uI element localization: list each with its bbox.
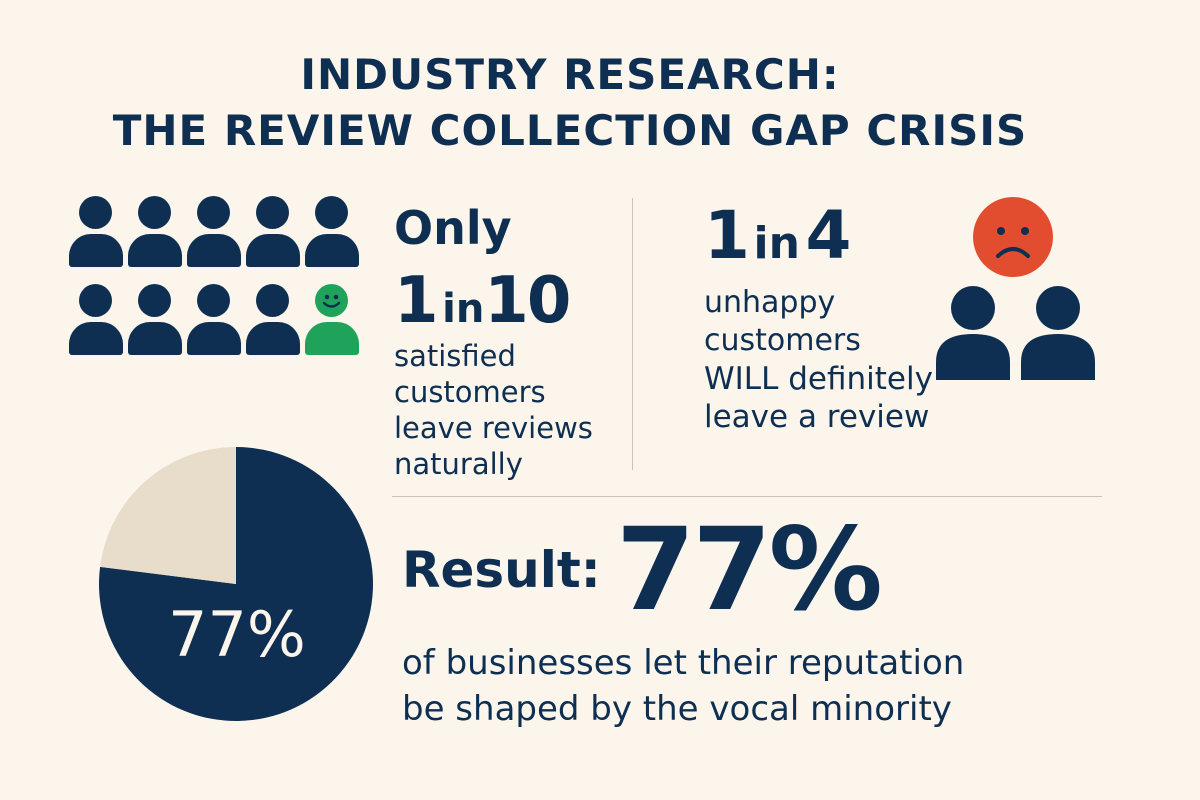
page-title-line-2: THE REVIEW COLLECTION GAP CRISIS xyxy=(112,106,1028,155)
unhappy-customers-icon xyxy=(936,286,1095,380)
person-icon xyxy=(304,196,360,268)
person-icon xyxy=(245,196,301,268)
result-description-line-2: be shaped by the vocal minority xyxy=(402,689,952,729)
sad-face-icon xyxy=(973,197,1053,277)
person-icon xyxy=(186,284,242,356)
result-description-line-1: of businesses let their reputation xyxy=(402,643,965,683)
connector: in xyxy=(442,286,485,332)
horizontal-divider xyxy=(392,496,1102,497)
pie-slice-0 xyxy=(98,447,373,721)
smiling-person-icon xyxy=(304,284,360,356)
one-in-four-stat: 1 in 4 xyxy=(704,196,852,293)
pie-chart xyxy=(98,447,373,721)
right-description-line-3: WILL definitely xyxy=(704,361,933,397)
right-description-line-4: leave a review xyxy=(704,399,930,435)
vertical-divider xyxy=(632,198,633,470)
right-description-line-2: customers xyxy=(704,323,861,358)
right-description: unhappy customers WILL definitely leave … xyxy=(704,284,964,436)
denominator: 4 xyxy=(805,197,852,274)
pie-slice-1 xyxy=(100,447,236,584)
result-description: of businesses let their reputation be sh… xyxy=(402,640,1022,732)
person-icon xyxy=(1021,286,1095,380)
right-description-line-1: unhappy xyxy=(704,285,836,320)
connector: in xyxy=(753,218,800,269)
only-label: Only xyxy=(394,201,512,255)
numerator: 1 xyxy=(394,264,439,338)
people-grid xyxy=(68,196,368,366)
person-icon xyxy=(68,196,124,268)
person-icon xyxy=(186,196,242,268)
person-icon xyxy=(127,284,183,356)
numerator: 1 xyxy=(704,197,750,274)
person-icon xyxy=(68,284,124,356)
person-icon xyxy=(245,284,301,356)
left-description: satisfied customers leave reviews natura… xyxy=(394,339,593,481)
page-title-line-1: INDUSTRY RESEARCH: xyxy=(300,50,840,99)
pie-slice-label: 77% xyxy=(168,598,306,671)
result-value: 77% xyxy=(616,503,883,636)
denominator: 10 xyxy=(484,264,571,338)
person-icon xyxy=(127,196,183,268)
person-icon xyxy=(936,286,1010,380)
one-in-ten-stat: 1 in10 xyxy=(394,264,571,352)
result-label: Result: xyxy=(402,541,601,599)
